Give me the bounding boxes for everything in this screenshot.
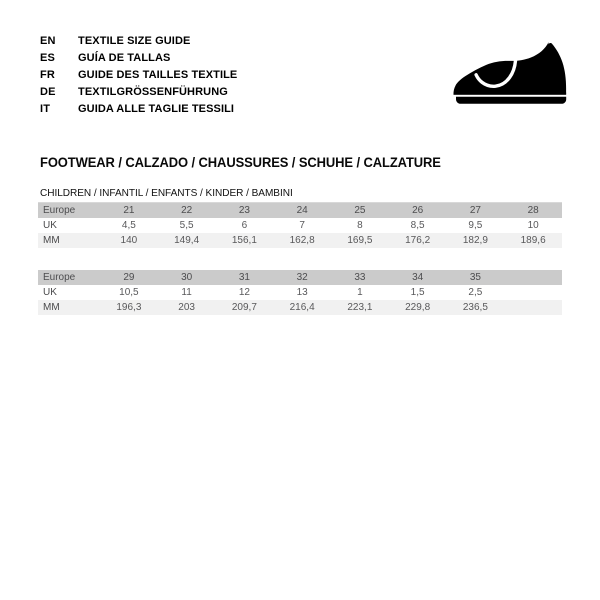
table-row-mm: MM 196,3 203 209,7 216,4 223,1 229,8 236… <box>38 300 562 315</box>
table-cell: 29 <box>100 270 158 285</box>
table-cell: 9,5 <box>446 218 505 233</box>
table-cell: 7 <box>273 218 331 233</box>
table-cell: 35 <box>446 270 505 285</box>
table-cell: 182,9 <box>446 233 505 248</box>
table-cell <box>504 285 562 300</box>
table-cell: 2,5 <box>446 285 505 300</box>
title-divider <box>38 202 562 203</box>
language-row-de: DE TEXTILGRÖSSENFÜHRUNG <box>40 84 340 101</box>
language-label: TEXTILE SIZE GUIDE <box>78 35 191 47</box>
table-row-uk: UK 4,5 5,5 6 7 8 8,5 9,5 10 <box>38 218 562 233</box>
table-row-uk: UK 10,5 11 12 13 1 1,5 2,5 <box>38 285 562 300</box>
table-cell: 10 <box>504 218 562 233</box>
row-label: UK <box>38 218 100 233</box>
page-title: FOOTWEAR / CALZADO / CHAUSSURES / SCHUHE… <box>40 155 441 170</box>
table-cell: 6 <box>215 218 274 233</box>
table-cell: 31 <box>215 270 274 285</box>
table-cell: 176,2 <box>388 233 447 248</box>
table-cell: 169,5 <box>331 233 389 248</box>
language-row-en: EN TEXTILE SIZE GUIDE <box>40 33 340 50</box>
table-cell <box>504 300 562 315</box>
row-label: MM <box>38 300 100 315</box>
language-row-it: IT GUIDA ALLE TAGLIE TESSILI <box>40 101 340 118</box>
table-cell: 34 <box>388 270 447 285</box>
table-cell: 22 <box>157 203 216 218</box>
language-row-es: ES GUÍA DE TALLAS <box>40 50 340 67</box>
table-cell: 11 <box>157 285 216 300</box>
page-subtitle: CHILDREN / INFANTIL / ENFANTS / KINDER /… <box>40 187 293 199</box>
table-cell: 229,8 <box>388 300 447 315</box>
table-cell: 13 <box>273 285 331 300</box>
table-cell: 8,5 <box>388 218 447 233</box>
row-label: UK <box>38 285 100 300</box>
table-cell: 32 <box>273 270 331 285</box>
table-cell: 25 <box>331 203 389 218</box>
table-cell <box>504 270 562 285</box>
table-cell: 140 <box>100 233 158 248</box>
table-cell: 1 <box>331 285 389 300</box>
table-cell: 162,8 <box>273 233 331 248</box>
table-cell: 12 <box>215 285 274 300</box>
row-label: MM <box>38 233 100 248</box>
table-cell: 236,5 <box>446 300 505 315</box>
language-label: GUIDA ALLE TAGLIE TESSILI <box>78 103 235 115</box>
table-cell: 28 <box>504 203 562 218</box>
table-cell: 209,7 <box>215 300 274 315</box>
table-cell: 8 <box>331 218 389 233</box>
table-cell: 156,1 <box>215 233 274 248</box>
row-label: Europe <box>38 203 100 218</box>
page-header: EN TEXTILE SIZE GUIDE ES GUÍA DE TALLAS … <box>0 0 600 130</box>
table-cell: 23 <box>215 203 274 218</box>
language-code: FR <box>40 69 56 81</box>
table-cell: 189,6 <box>504 233 562 248</box>
language-label: TEXTILGRÖSSENFÜHRUNG <box>78 86 228 98</box>
language-list: EN TEXTILE SIZE GUIDE ES GUÍA DE TALLAS … <box>40 33 340 118</box>
table-cell: 1,5 <box>388 285 447 300</box>
table-cell: 5,5 <box>157 218 216 233</box>
language-label: GUIDE DES TAILLES TEXTILE <box>78 69 238 81</box>
table-cell: 27 <box>446 203 505 218</box>
table-cell: 203 <box>157 300 216 315</box>
size-table-eu-21-28: Europe 21 22 23 24 25 26 27 28 UK 4,5 5,… <box>38 203 562 248</box>
table-cell: 10,5 <box>100 285 158 300</box>
table-cell: 30 <box>157 270 216 285</box>
table-row-europe: Europe 21 22 23 24 25 26 27 28 <box>38 203 562 218</box>
table-row-europe: Europe 29 30 31 32 33 34 35 <box>38 270 562 285</box>
table-row-mm: MM 140 149,4 156,1 162,8 169,5 176,2 182… <box>38 233 562 248</box>
table-cell: 33 <box>331 270 389 285</box>
language-code: EN <box>40 35 56 47</box>
table-cell: 21 <box>100 203 158 218</box>
table-cell: 216,4 <box>273 300 331 315</box>
language-label: GUÍA DE TALLAS <box>78 52 171 64</box>
table-cell: 149,4 <box>157 233 216 248</box>
table-cell: 4,5 <box>100 218 158 233</box>
table-cell: 24 <box>273 203 331 218</box>
language-row-fr: FR GUIDE DES TAILLES TEXTILE <box>40 67 340 84</box>
table-cell: 223,1 <box>331 300 389 315</box>
language-code: ES <box>40 52 56 64</box>
table-cell: 196,3 <box>100 300 158 315</box>
size-table-eu-29-35: Europe 29 30 31 32 33 34 35 UK 10,5 11 1… <box>38 270 562 315</box>
language-code: DE <box>40 86 56 98</box>
table-cell: 26 <box>388 203 447 218</box>
row-label: Europe <box>38 270 100 285</box>
language-code: IT <box>40 103 51 115</box>
child-shoe-icon <box>452 40 570 104</box>
